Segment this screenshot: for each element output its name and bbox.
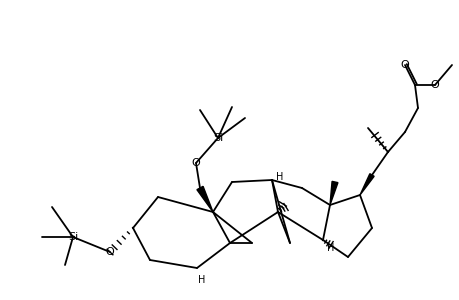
Polygon shape: [329, 182, 337, 205]
Text: O: O: [106, 247, 114, 257]
Text: Si: Si: [213, 133, 223, 143]
Text: H: H: [327, 243, 334, 253]
Text: H: H: [198, 275, 205, 285]
Text: O: O: [400, 60, 409, 70]
Text: H: H: [276, 172, 283, 182]
Text: O: O: [191, 158, 200, 168]
Polygon shape: [196, 186, 213, 212]
Text: Si: Si: [68, 232, 78, 242]
Text: O: O: [430, 80, 438, 90]
Polygon shape: [359, 174, 373, 195]
